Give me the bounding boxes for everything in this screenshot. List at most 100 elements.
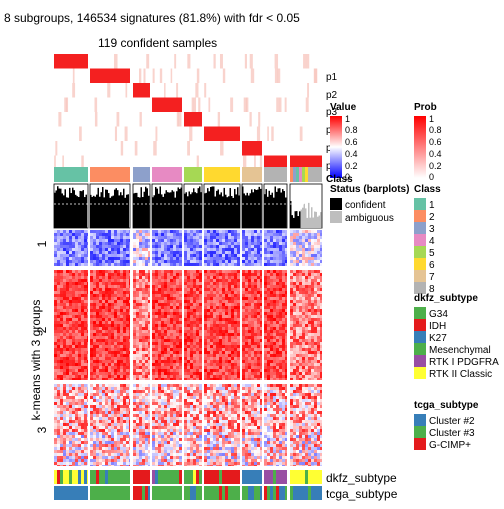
heat-cell [314,345,317,348]
heat-cell [308,248,311,251]
heat-cell [57,351,60,354]
heat-cell [133,285,136,288]
heat-cell [63,233,66,236]
heat-cell [204,236,207,239]
membership-cell-faint [95,98,98,113]
heat-cell [199,345,202,348]
heat-cell [78,291,81,294]
heat-cell [260,357,262,360]
heat-cell [108,251,111,254]
heat-cell [87,348,88,351]
heat-cell [276,297,279,300]
heat-cell [216,248,219,251]
heat-cell [126,321,129,324]
heat-cell [66,459,69,462]
heat-cell [167,297,170,300]
heat-cell [72,363,75,366]
heat-cell [308,303,311,306]
heat-cell [311,378,314,380]
heat-cell [126,375,129,378]
heat-cell [99,236,102,239]
heat-cell [216,233,219,236]
heat-cell [199,354,202,357]
heat-cell [84,366,87,369]
heat-cell [123,408,126,411]
heat-cell [305,321,308,324]
heat-cell [136,354,139,357]
heat-cell [213,233,216,236]
heat-cell [87,351,88,354]
barplot-bar [158,194,160,228]
heat-cell [145,342,148,345]
heat-cell [75,324,78,327]
heat-cell [199,348,202,351]
heat-cell [164,263,167,266]
heat-cell [311,248,314,251]
heat-cell [54,384,57,387]
heat-cell [254,333,257,336]
heat-cell [257,260,260,263]
heat-cell [237,345,240,348]
heat-cell [279,312,282,315]
heat-cell [66,393,69,396]
heat-cell [248,270,251,273]
heat-cell [216,330,219,333]
heat-cell [72,254,75,257]
heat-cell [90,236,93,239]
heat-cell [282,339,285,342]
heat-cell [293,248,296,251]
heat-cell [225,273,228,276]
heat-cell [219,306,222,309]
heat-cell [279,354,282,357]
class-bar-mixed [290,167,293,182]
heat-cell [69,233,72,236]
heat-cell [219,282,222,285]
heat-cell [216,357,219,360]
barplot-bar [290,201,292,228]
heat-cell [72,291,75,294]
membership-cell-faint [275,54,278,69]
heat-cell [234,263,237,266]
heat-cell [75,405,78,408]
heat-cell [231,369,234,372]
heat-cell [219,291,222,294]
barplot-bar [219,194,221,228]
heat-cell [273,236,276,239]
heat-cell [184,282,187,285]
heat-cell [63,297,66,300]
heat-cell [99,411,102,414]
heat-cell [279,324,282,327]
heat-cell [145,303,148,306]
heat-cell [96,330,99,333]
heat-cell [234,369,237,372]
heat-cell [90,369,93,372]
heat-cell [102,251,105,254]
heat-cell [276,273,279,276]
heat-cell [216,303,219,306]
heat-cell [251,254,254,257]
heat-cell [84,248,87,251]
heat-cell [148,330,150,333]
heat-cell [176,345,179,348]
heat-cell [293,306,296,309]
heat-cell [60,336,63,339]
heat-cell [161,369,164,372]
heat-cell [99,342,102,345]
heat-cell [242,333,245,336]
heat-cell [78,279,81,282]
heat-cell [279,363,282,366]
heat-cell [190,357,193,360]
heat-cell [320,300,322,303]
heat-cell [69,432,72,435]
membership-cell-faint [164,83,166,98]
barplot-bar [155,187,157,228]
heat-cell [78,414,81,417]
membership-cell-faint [114,54,117,69]
heat-cell [317,351,320,354]
heat-cell [105,342,108,345]
heat-cell [245,263,248,266]
heat-cell [161,375,164,378]
heat-cell [114,375,117,378]
membership-cell-faint [174,54,176,69]
heat-cell [57,402,60,405]
